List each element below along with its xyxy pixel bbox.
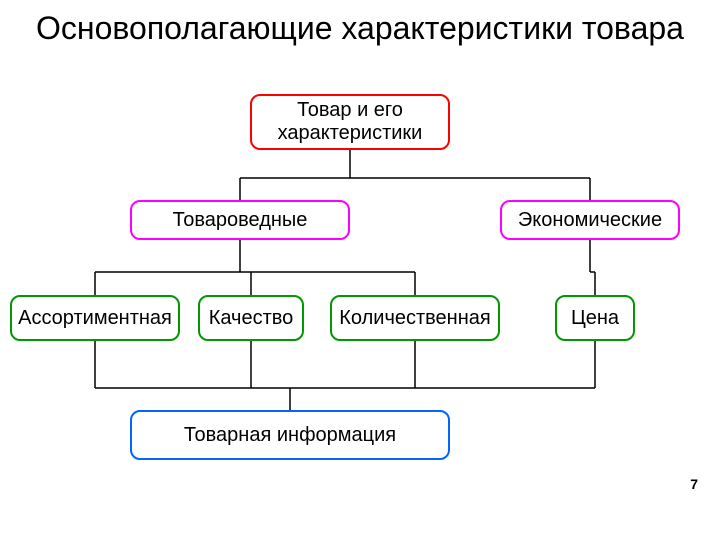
- node-leaf3: Количественная: [330, 295, 500, 341]
- page-title: Основополагающие характеристики товара: [0, 0, 720, 47]
- node-info: Товарная информация: [130, 410, 450, 460]
- node-leaf4: Цена: [555, 295, 635, 341]
- node-cat2: Экономические: [500, 200, 680, 240]
- node-root: Товар и его характеристики: [250, 94, 450, 150]
- node-leaf1: Ассортиментная: [10, 295, 180, 341]
- node-cat1: Товароведные: [130, 200, 350, 240]
- page-number: 7: [690, 476, 698, 492]
- node-leaf2: Качество: [198, 295, 304, 341]
